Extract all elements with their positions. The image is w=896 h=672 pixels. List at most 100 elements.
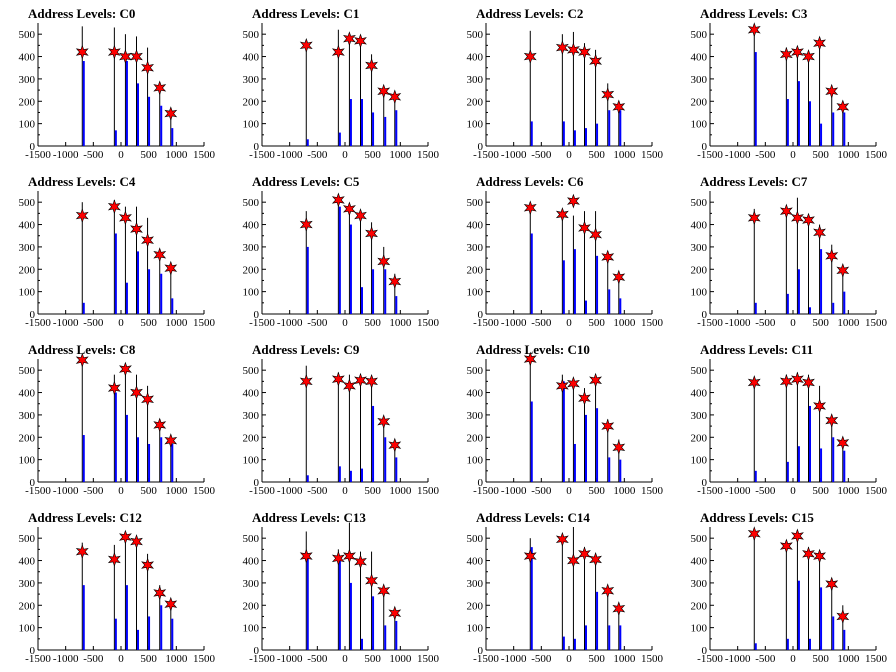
- star-marker: [791, 210, 804, 226]
- blue-bar: [136, 251, 139, 314]
- y-tick-label: 500: [19, 365, 36, 377]
- star-marker: [388, 274, 402, 290]
- star-marker: [779, 373, 793, 389]
- y-tick-label: 0: [254, 141, 260, 153]
- star-marker: [779, 46, 793, 62]
- blue-bar: [349, 99, 352, 146]
- x-tick-label: -1500: [25, 653, 51, 665]
- star-marker: [612, 99, 626, 115]
- x-tick-label: -1500: [249, 485, 275, 497]
- x-tick-label: -1500: [249, 317, 275, 329]
- x-tick-label: -1500: [25, 317, 51, 329]
- x-tick-label: -500: [83, 149, 104, 161]
- x-tick-label: 0: [790, 653, 796, 665]
- x-tick-label: -1000: [501, 485, 527, 497]
- star-marker: [802, 546, 815, 562]
- star-marker: [107, 44, 121, 60]
- star-marker: [578, 390, 591, 406]
- y-tick-label: 100: [243, 119, 260, 131]
- chart-panel: Address Levels: C40100200300400500-1500-…: [19, 174, 216, 329]
- chart-panel: Address Levels: C10 0 100 200 300 400 500 -1500…: [467, 342, 664, 497]
- panel-title: Address Levels: C15: [700, 510, 814, 525]
- star-marker: [578, 220, 591, 236]
- star-marker: [523, 200, 537, 216]
- blue-bar: [596, 408, 599, 482]
- y-tick-label: 300: [691, 74, 708, 86]
- blue-bar: [160, 437, 163, 482]
- blue-bar: [797, 580, 800, 650]
- y-tick-label: 400: [691, 556, 708, 568]
- y-tick-label: 400: [19, 388, 36, 400]
- blue-bar: [619, 298, 622, 314]
- blue-bar: [754, 470, 757, 482]
- blue-bar: [584, 128, 587, 146]
- y-tick-label: 300: [691, 410, 708, 422]
- star-marker: [299, 37, 313, 53]
- x-tick-label: -500: [755, 317, 776, 329]
- y-tick-label: 0: [702, 141, 708, 153]
- star-marker: [555, 40, 569, 56]
- x-tick-label: -1000: [277, 485, 303, 497]
- chart-panel: Address Levels: C12 0 100 200 300 400 500 -1500…: [19, 510, 216, 665]
- x-tick-label: -500: [83, 653, 104, 665]
- x-tick-label: 0: [118, 485, 124, 497]
- y-tick-label: 0: [478, 477, 484, 489]
- blue-bar: [160, 105, 163, 146]
- blue-bar: [114, 392, 117, 482]
- x-tick-label: 1500: [193, 653, 216, 665]
- panel-title: Address Levels: C3: [700, 6, 808, 21]
- blue-bar: [136, 629, 139, 650]
- blue-bar: [395, 457, 398, 482]
- x-tick-label: -1000: [725, 149, 751, 161]
- chart-panel: Address Levels: C14 0 100 200 300 400 500 -1500…: [467, 510, 664, 665]
- blue-bar: [562, 636, 565, 650]
- star-marker: [164, 433, 178, 449]
- x-tick-label: 1500: [193, 485, 216, 497]
- x-tick-label: -1000: [53, 317, 79, 329]
- x-tick-label: 1000: [613, 149, 636, 161]
- x-tick-label: -1000: [277, 317, 303, 329]
- blue-bar: [395, 620, 398, 650]
- y-tick-label: 300: [243, 74, 260, 86]
- x-tick-label: 1000: [837, 317, 860, 329]
- blue-bar: [832, 616, 835, 650]
- x-tick-label: -1500: [697, 485, 723, 497]
- star-marker: [141, 232, 154, 248]
- y-tick-label: 300: [243, 242, 260, 254]
- blue-bar: [808, 638, 811, 650]
- blue-bar: [306, 556, 309, 650]
- blue-bar: [573, 638, 576, 650]
- y-tick-label: 0: [30, 309, 36, 321]
- x-tick-label: -1000: [53, 485, 79, 497]
- star-marker: [141, 60, 154, 76]
- y-tick-label: 400: [19, 220, 36, 232]
- x-tick-label: 500: [812, 149, 829, 161]
- blue-bar: [808, 307, 811, 314]
- x-tick-label: -1500: [249, 149, 275, 161]
- star-marker: [107, 380, 121, 396]
- blue-bar: [562, 260, 565, 314]
- x-tick-label: -500: [531, 149, 552, 161]
- y-tick-label: 500: [467, 197, 484, 209]
- x-tick-label: 1000: [837, 653, 860, 665]
- y-tick-label: 500: [243, 197, 260, 209]
- x-tick-label: -500: [755, 149, 776, 161]
- blue-bar: [608, 625, 611, 650]
- x-tick-label: 500: [812, 485, 829, 497]
- blue-bar: [125, 61, 128, 146]
- x-tick-label: 500: [588, 317, 605, 329]
- star-marker: [779, 538, 793, 554]
- y-tick-label: 400: [19, 556, 36, 568]
- x-tick-label: -1000: [501, 653, 527, 665]
- y-tick-label: 100: [467, 623, 484, 635]
- y-tick-label: 200: [691, 600, 708, 612]
- x-tick-label: 0: [790, 149, 796, 161]
- y-tick-label: 300: [19, 578, 36, 590]
- blue-bar: [530, 547, 533, 650]
- star-marker: [813, 548, 826, 564]
- blue-bar: [754, 52, 757, 147]
- blue-bar: [619, 625, 622, 650]
- star-marker: [377, 253, 391, 269]
- star-marker: [555, 531, 569, 547]
- blue-bar: [573, 249, 576, 314]
